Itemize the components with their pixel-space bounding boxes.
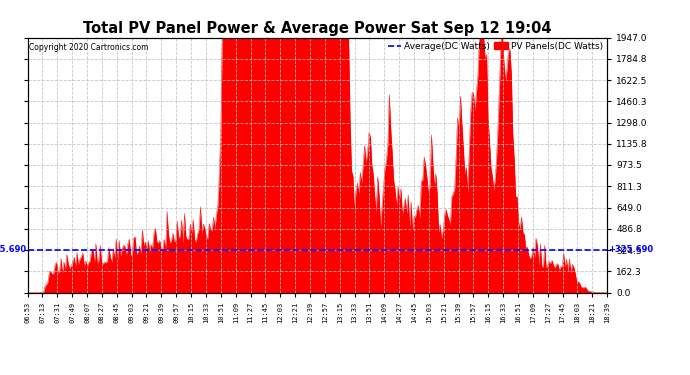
Title: Total PV Panel Power & Average Power Sat Sep 12 19:04: Total PV Panel Power & Average Power Sat… [83,21,551,36]
Text: +325.690: +325.690 [609,245,653,254]
Text: +325.690: +325.690 [0,245,26,254]
Text: Copyright 2020 Cartronics.com: Copyright 2020 Cartronics.com [29,43,148,52]
Legend: Average(DC Watts), PV Panels(DC Watts): Average(DC Watts), PV Panels(DC Watts) [388,42,602,51]
